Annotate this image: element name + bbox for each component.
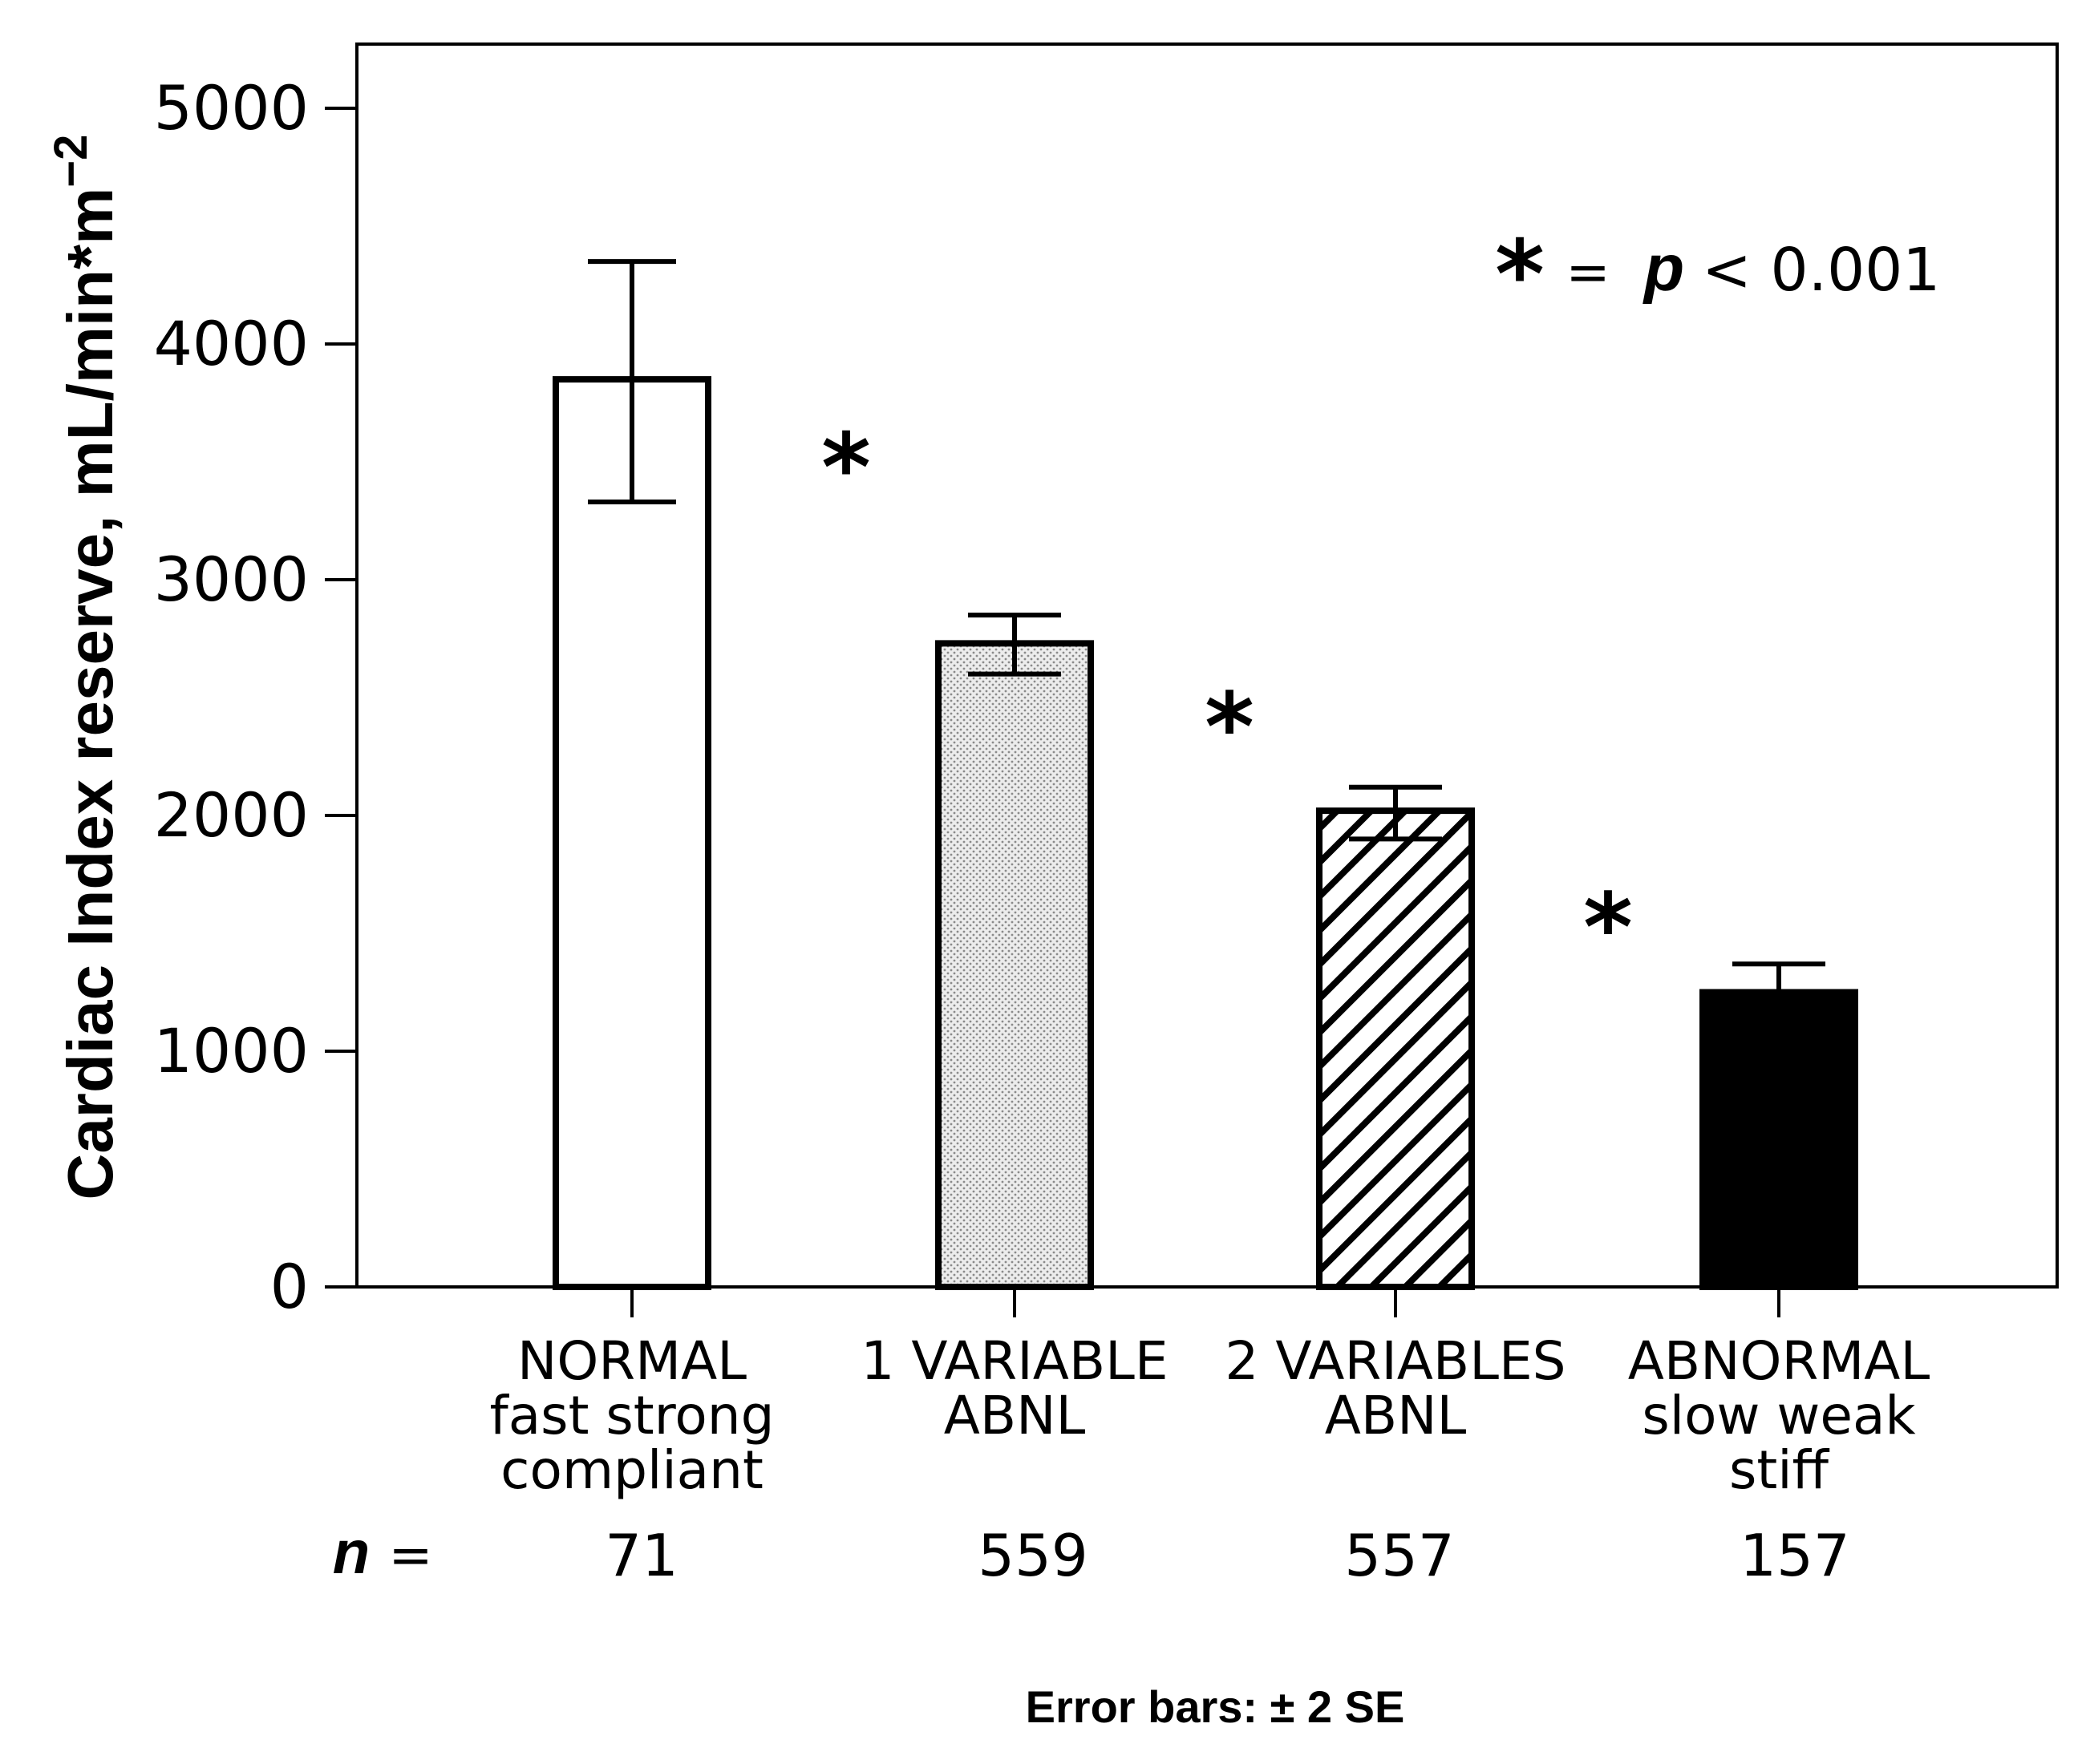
category-label-4: ABNORMAL bbox=[1628, 1330, 1930, 1392]
y-tick-label: 5000 bbox=[154, 72, 309, 144]
bar-4 bbox=[1699, 989, 1858, 1290]
significance-star: * bbox=[1205, 671, 1254, 782]
y-tick-label: 0 bbox=[270, 1251, 309, 1322]
legend-p: p bbox=[1643, 232, 1684, 305]
category-label-3: ABNL bbox=[1325, 1385, 1467, 1446]
category-label-1: NORMAL bbox=[517, 1330, 747, 1392]
y-axis-title-exponent: −2 bbox=[45, 135, 97, 188]
n-value: 71 bbox=[605, 1522, 678, 1589]
category-label-1: fast strong bbox=[490, 1385, 775, 1446]
legend-threshold: < 0.001 bbox=[1702, 236, 1940, 305]
error-bar-footnote: Error bars: ± 2 SE bbox=[1026, 1681, 1405, 1732]
y-axis-title: Cardiac Index reserve, mL/min*m−2 bbox=[45, 135, 126, 1200]
y-tick-label: 3000 bbox=[154, 544, 309, 615]
n-value: 557 bbox=[1344, 1522, 1454, 1589]
bar-1 bbox=[553, 376, 711, 1291]
y-tick-label: 4000 bbox=[154, 308, 309, 379]
bar-3 bbox=[1316, 807, 1475, 1290]
y-axis-title-main: Cardiac Index reserve, mL/min*m bbox=[55, 188, 126, 1200]
legend-star: * bbox=[1495, 219, 1545, 330]
category-label-4: slow weak bbox=[1642, 1385, 1916, 1446]
category-label-2: ABNL bbox=[944, 1385, 1086, 1446]
category-label-2: 1 VARIABLE bbox=[861, 1330, 1168, 1392]
plot-frame bbox=[355, 42, 2059, 1289]
significance-star: * bbox=[1583, 872, 1633, 982]
bar-2 bbox=[935, 640, 1094, 1290]
legend-equals: = bbox=[1566, 241, 1610, 303]
significance-star: * bbox=[821, 412, 871, 523]
category-label-4: stiff bbox=[1729, 1439, 1830, 1501]
y-tick-label: 1000 bbox=[154, 1015, 309, 1086]
n-value: 157 bbox=[1740, 1522, 1849, 1589]
n-value: 559 bbox=[978, 1522, 1088, 1589]
significance-legend: * = p < 0.001 bbox=[1495, 219, 1940, 330]
n-label: n bbox=[333, 1519, 370, 1587]
n-equals: = bbox=[388, 1524, 432, 1586]
category-label-1: compliant bbox=[500, 1439, 764, 1501]
y-tick-label: 2000 bbox=[154, 779, 309, 851]
category-label-3: 2 VARIABLES bbox=[1225, 1330, 1566, 1392]
